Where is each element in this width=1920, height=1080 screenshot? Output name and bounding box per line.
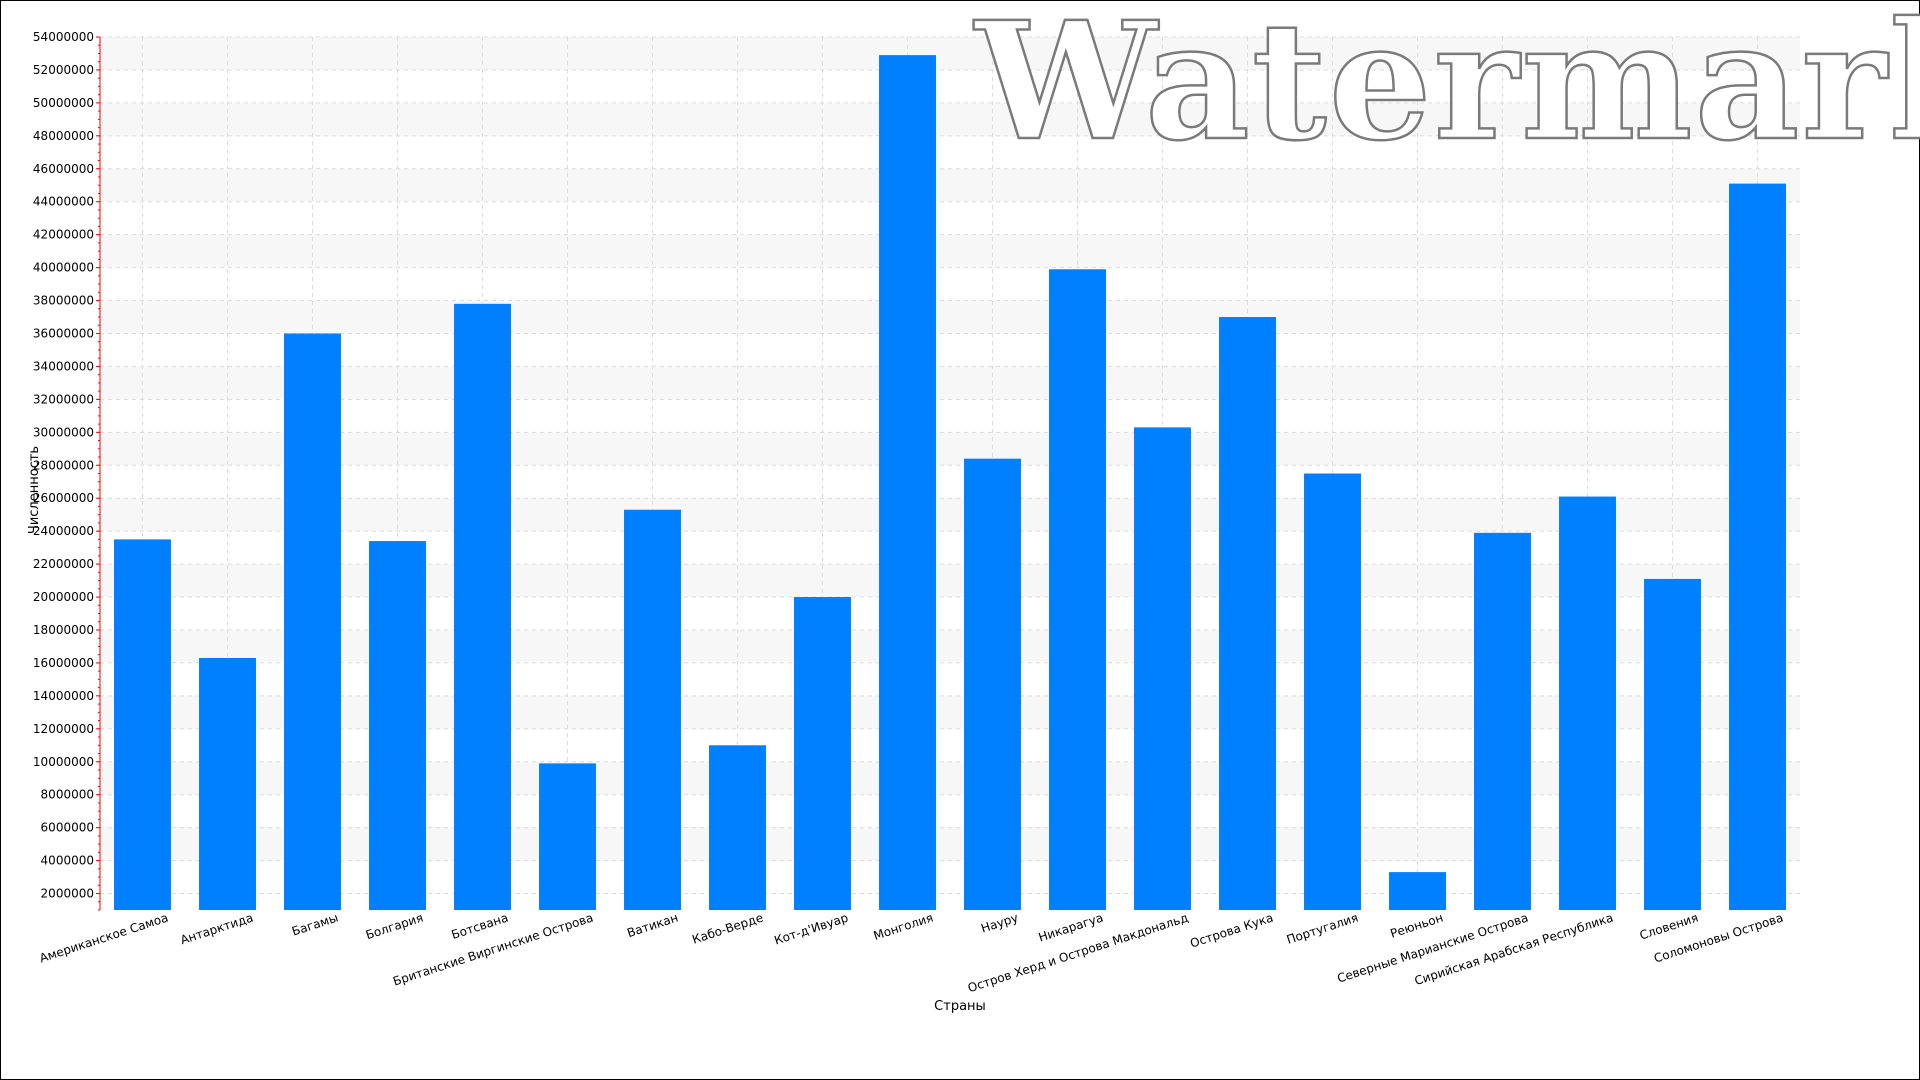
x-tick-label: Словения: [1638, 911, 1700, 943]
y-tick-label: 10000000: [33, 755, 94, 769]
bar: [1389, 872, 1446, 910]
y-tick-label: 4000000: [41, 854, 94, 868]
bar: [964, 458, 1021, 910]
y-tick-label: 32000000: [33, 392, 94, 406]
x-axis-title: Страны: [934, 999, 986, 1014]
grid-band: [100, 629, 1800, 663]
y-tick-label: 6000000: [41, 821, 94, 835]
y-tick-label: 2000000: [41, 887, 94, 901]
y-tick-label: 8000000: [41, 788, 94, 802]
bar: [794, 597, 851, 910]
y-tick-label: 24000000: [33, 524, 94, 538]
y-tick-label: 46000000: [33, 162, 94, 176]
bar: [624, 509, 681, 910]
x-tick-label: Ватикан: [625, 911, 680, 941]
x-tick-label: Кот-д'Ивуар: [772, 911, 849, 948]
y-tick-label: 42000000: [33, 228, 94, 242]
grid-band: [100, 300, 1800, 334]
bar: [369, 541, 426, 910]
grid-band: [100, 498, 1800, 532]
y-tick-label: 12000000: [33, 722, 94, 736]
y-tick-label: 28000000: [33, 458, 94, 472]
x-tick-label: Болгария: [364, 911, 425, 943]
bar: [709, 745, 766, 910]
grid-band: [100, 234, 1800, 268]
x-axis: Американское Самоа Антарктида Багамы Болгар…: [38, 911, 1785, 996]
y-tick-label: 54000000: [33, 30, 94, 44]
y-tick-label: 44000000: [33, 195, 94, 209]
bar: [1729, 183, 1786, 910]
grid-band: [100, 366, 1800, 400]
y-axis: 2000000 4000000 6000000 8000000 10000000 1200…: [33, 30, 101, 911]
x-tick-label: Американское Самоа: [38, 911, 170, 966]
y-tick-label: 16000000: [33, 656, 94, 670]
x-tick-label: Багамы: [290, 911, 340, 939]
y-tick-label: 22000000: [33, 557, 94, 571]
x-tick-label: Португалия: [1285, 911, 1360, 947]
y-tick-label: 38000000: [33, 294, 94, 308]
grid-band: [100, 564, 1800, 598]
bar: [1049, 269, 1106, 910]
grid-band: [100, 432, 1800, 466]
grid-band: [100, 168, 1800, 202]
y-tick-label: 20000000: [33, 590, 94, 604]
watermark-text: Watermark: [973, 0, 1920, 177]
y-tick-label: 18000000: [33, 623, 94, 637]
y-tick-label: 48000000: [33, 129, 94, 143]
x-tick-label: Науру: [979, 911, 1020, 936]
y-axis-title: Численность: [27, 446, 42, 534]
bar: [1134, 427, 1191, 910]
bar: [454, 303, 511, 910]
bar: [284, 333, 341, 910]
y-tick-label: 26000000: [33, 491, 94, 505]
x-tick-label: Острова Кука: [1188, 911, 1275, 951]
x-tick-label: Антарктида: [179, 911, 255, 948]
y-tick-label: 34000000: [33, 359, 94, 373]
y-tick-label: 36000000: [33, 326, 94, 340]
bar: [1304, 473, 1361, 910]
bar: [199, 657, 256, 910]
bar: [114, 539, 171, 910]
grid-band: [100, 761, 1800, 795]
bar: [1644, 578, 1701, 910]
y-tick-label: 40000000: [33, 261, 94, 275]
y-tick-label: 30000000: [33, 425, 94, 439]
y-tick-label: 52000000: [33, 63, 94, 77]
bars: [114, 55, 1786, 910]
bar: [1474, 532, 1531, 910]
grid-band: [100, 102, 1800, 136]
y-tick-label: 14000000: [33, 689, 94, 703]
grid-band: [100, 695, 1800, 729]
x-tick-label: Кабо-Верде: [690, 911, 765, 947]
bar: [1219, 317, 1276, 910]
x-tick-label: Реюньон: [1388, 911, 1444, 941]
bar: [539, 763, 596, 910]
y-tick-label: 50000000: [33, 96, 94, 110]
grid-band: [100, 37, 1800, 70]
bar: [1559, 496, 1616, 910]
grid-band: [100, 827, 1800, 861]
bar: [879, 55, 936, 910]
x-tick-label: Ботсвана: [450, 911, 510, 942]
x-tick-label: Монголия: [872, 911, 935, 943]
